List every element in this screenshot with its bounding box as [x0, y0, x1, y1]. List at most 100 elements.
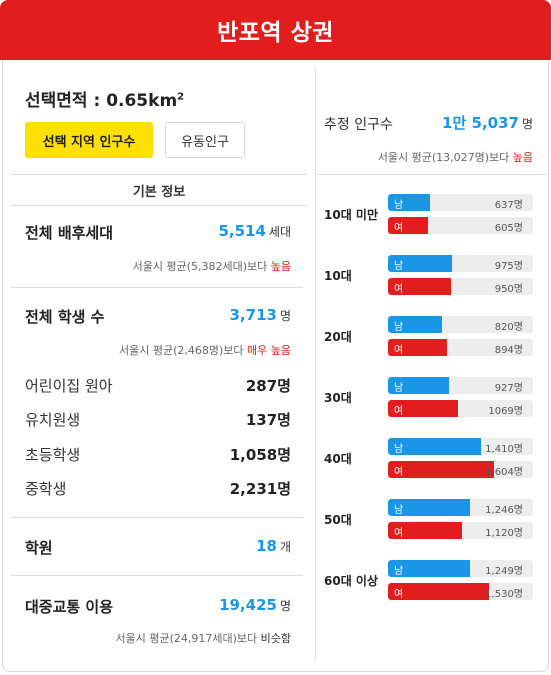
kindergarten-value: 137명 — [245, 411, 291, 429]
floating-population-button[interactable]: 유동인구 — [165, 122, 245, 158]
male-tag: 남 — [394, 444, 404, 455]
households-count: 5,514 — [218, 222, 266, 240]
selected-area: 선택면적 : 0.65km2 — [25, 86, 184, 111]
male-population-count: 975명 — [494, 261, 523, 272]
male-tag: 남 — [394, 200, 404, 211]
female-population-bar: 여 1,604명 — [388, 461, 533, 478]
age-group-label: 10대 미만 — [324, 208, 378, 222]
households-value: 5,514 세대 — [218, 222, 291, 240]
transit-count: 19,425 — [219, 596, 277, 614]
divider — [11, 517, 303, 518]
academies-value: 18 개 — [256, 537, 291, 555]
age-group-label: 60대 이상 — [324, 574, 378, 588]
page-title: 반포역 상권 — [217, 20, 334, 46]
transit-compare-text: 서울시 평균(24,917세대)보다 — [115, 632, 261, 645]
male-bar-fill: 남 — [388, 255, 452, 272]
male-tag: 남 — [394, 261, 404, 272]
elementary-label: 초등학생 — [25, 446, 81, 464]
male-population-bar: 남 975명 — [388, 255, 533, 272]
male-population-count: 1,246명 — [485, 505, 523, 516]
age-group-label: 40대 — [324, 452, 352, 466]
male-population-count: 1,249명 — [485, 566, 523, 577]
male-bar-fill: 남 — [388, 377, 449, 394]
students-count: 3,713 — [229, 306, 277, 324]
female-population-bar: 여 950명 — [388, 278, 533, 295]
transit-compare: 서울시 평균(24,917세대)보다 비슷함 — [115, 630, 291, 646]
students-unit: 명 — [279, 309, 291, 323]
female-bar-fill: 여 — [388, 461, 494, 478]
female-population-count: 1,120명 — [485, 528, 523, 539]
male-population-count: 1,410명 — [485, 444, 523, 455]
male-population-bar: 남 637명 — [388, 194, 533, 211]
academies-count: 18 — [256, 537, 277, 555]
column-divider — [315, 68, 316, 660]
male-population-bar: 남 927명 — [388, 377, 533, 394]
right-panel: 추정 인구수 1만 5,037 명 서울시 평균(13,027명)보다 높음 10… — [316, 60, 549, 671]
female-tag: 여 — [394, 528, 404, 539]
age-group-label: 50대 — [324, 513, 352, 527]
area-unit-superscript: 2 — [177, 91, 185, 103]
middle-school-value: 2,231명 — [229, 480, 291, 498]
female-population-bar: 여 605명 — [388, 217, 533, 234]
estimated-population-compare-text: 서울시 평균(13,027명)보다 — [377, 151, 513, 164]
male-population-bar: 남 1,249명 — [388, 560, 533, 577]
male-population-bar: 남 1,246명 — [388, 499, 533, 516]
transit-unit: 명 — [279, 599, 291, 613]
estimated-population-count: 1만 5,037 — [442, 114, 519, 132]
male-population-count: 820명 — [494, 322, 523, 333]
households-compare-level: 높음 — [270, 260, 291, 273]
female-population-bar: 여 894명 — [388, 339, 533, 356]
estimated-population-compare: 서울시 평균(13,027명)보다 높음 — [378, 149, 533, 165]
male-tag: 남 — [394, 322, 404, 333]
female-bar-fill: 여 — [388, 278, 451, 295]
female-bar-fill: 여 — [388, 522, 462, 539]
divider — [316, 174, 549, 175]
age-group-label: 10대 — [324, 269, 352, 283]
academies-label: 학원 — [25, 539, 53, 557]
transit-label: 대중교통 이용 — [25, 598, 114, 616]
students-compare: 서울시 평균(2,468명)보다 매우 높음 — [119, 342, 291, 358]
transit-value: 19,425 명 — [219, 596, 291, 614]
female-population-bar: 여 1,120명 — [388, 522, 533, 539]
estimated-population-value: 1만 5,037 명 — [442, 112, 533, 133]
transit-compare-level: 비슷함 — [260, 632, 291, 645]
female-tag: 여 — [394, 589, 404, 600]
estimated-population-unit: 명 — [521, 117, 533, 131]
female-population-count: 894명 — [494, 345, 523, 356]
male-population-count: 637명 — [494, 200, 523, 211]
basic-info-header: 기본 정보 — [11, 174, 307, 206]
selected-area-label: 선택면적 : 0.65km — [25, 91, 178, 111]
female-tag: 여 — [394, 467, 404, 478]
age-group-label: 20대 — [324, 330, 352, 344]
male-population-count: 927명 — [494, 383, 523, 394]
male-bar-fill: 남 — [388, 560, 470, 577]
female-population-count: 1,530명 — [485, 589, 523, 600]
female-tag: 여 — [394, 345, 404, 356]
female-population-bar: 여 1069명 — [388, 400, 533, 417]
households-compare: 서울시 평균(5,382세대)보다 높음 — [133, 258, 291, 274]
students-value: 3,713 명 — [230, 306, 292, 324]
estimated-population-label: 추정 인구수 — [324, 117, 393, 133]
students-label: 전체 학생 수 — [25, 308, 105, 326]
households-label: 전체 배후세대 — [25, 224, 114, 242]
male-bar-fill: 남 — [388, 438, 481, 455]
male-tag: 남 — [394, 505, 404, 516]
selected-region-population-button[interactable]: 선택 지역 인구수 — [25, 122, 153, 158]
kindergarten-label: 유치원생 — [25, 411, 81, 429]
female-population-count: 1,604명 — [485, 467, 523, 478]
female-bar-fill: 여 — [388, 217, 428, 234]
commercial-area-card: 선택면적 : 0.65km2 선택 지역 인구수 유동인구 기본 정보 전체 배… — [2, 60, 549, 672]
daycare-children-value: 287명 — [245, 377, 291, 395]
male-bar-fill: 남 — [388, 499, 470, 516]
page-header: 반포역 상권 — [0, 0, 551, 60]
female-population-count: 950명 — [494, 284, 523, 295]
academies-unit: 개 — [279, 540, 291, 554]
students-compare-text: 서울시 평균(2,468명)보다 — [118, 344, 248, 357]
female-tag: 여 — [394, 406, 404, 417]
middle-school-label: 중학생 — [25, 480, 67, 498]
female-population-bar: 여 1,530명 — [388, 583, 533, 600]
female-bar-fill: 여 — [388, 339, 447, 356]
female-bar-fill: 여 — [388, 583, 489, 600]
left-panel: 선택면적 : 0.65km2 선택 지역 인구수 유동인구 기본 정보 전체 배… — [3, 60, 315, 671]
estimated-population-compare-level: 높음 — [512, 151, 533, 164]
